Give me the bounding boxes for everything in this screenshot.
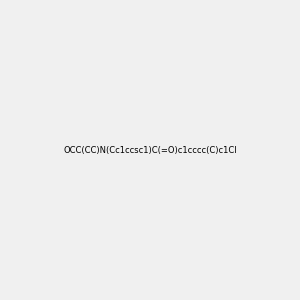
Text: OCC(CC)N(Cc1ccsc1)C(=O)c1cccc(C)c1Cl: OCC(CC)N(Cc1ccsc1)C(=O)c1cccc(C)c1Cl: [63, 146, 237, 154]
